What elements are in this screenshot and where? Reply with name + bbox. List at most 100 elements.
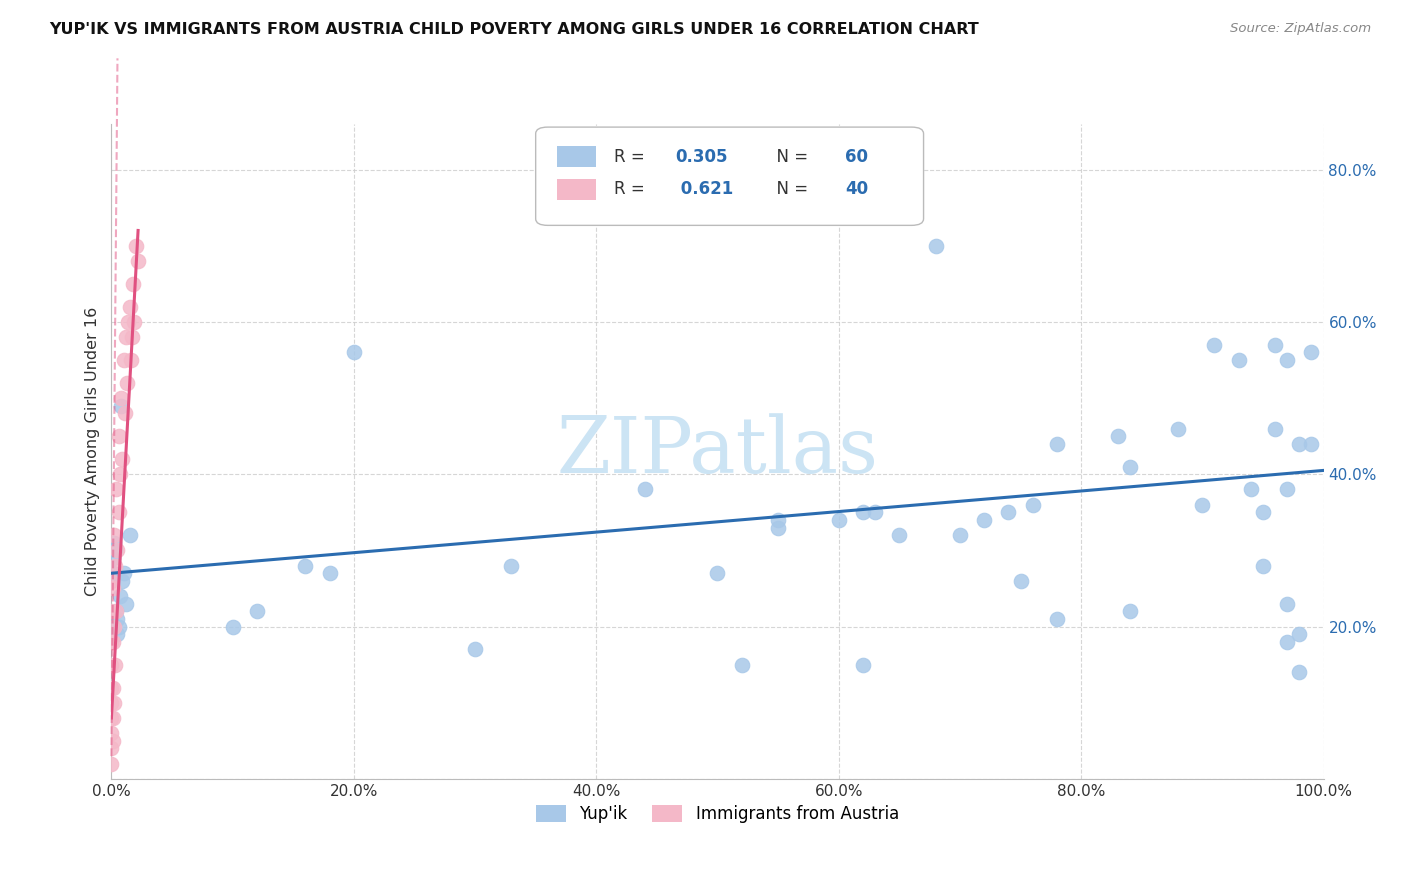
Point xyxy=(852,505,875,519)
Point xyxy=(107,619,129,633)
Point xyxy=(1264,421,1286,435)
Point xyxy=(1264,337,1286,351)
Point xyxy=(501,558,523,573)
Point xyxy=(104,657,127,672)
Point xyxy=(103,528,125,542)
Point xyxy=(1046,436,1069,450)
Point xyxy=(766,520,789,534)
Point xyxy=(100,696,122,710)
Point xyxy=(1204,337,1226,351)
Point xyxy=(1301,436,1323,450)
Text: N =: N = xyxy=(766,180,813,198)
Point xyxy=(101,711,124,725)
Point xyxy=(464,642,486,657)
Point xyxy=(101,635,124,649)
Point xyxy=(114,406,136,420)
Point xyxy=(111,574,134,588)
Point xyxy=(112,566,135,581)
Point xyxy=(107,543,129,558)
Point xyxy=(107,429,129,443)
Text: R =: R = xyxy=(614,147,651,166)
Point xyxy=(107,505,129,519)
Point xyxy=(100,726,122,740)
Point xyxy=(1021,498,1043,512)
Point xyxy=(100,574,122,588)
Text: Source: ZipAtlas.com: Source: ZipAtlas.com xyxy=(1230,22,1371,36)
Point xyxy=(105,604,128,618)
Point xyxy=(104,558,127,573)
FancyBboxPatch shape xyxy=(558,146,596,167)
Point xyxy=(100,681,122,695)
Text: YUP'IK VS IMMIGRANTS FROM AUSTRIA CHILD POVERTY AMONG GIRLS UNDER 16 CORRELATION: YUP'IK VS IMMIGRANTS FROM AUSTRIA CHILD … xyxy=(49,22,979,37)
Point xyxy=(1010,574,1032,588)
Point xyxy=(766,513,789,527)
Point xyxy=(1288,436,1310,450)
Point xyxy=(111,452,134,467)
Point xyxy=(104,543,127,558)
Point xyxy=(1251,558,1274,573)
Point xyxy=(103,619,125,633)
Point xyxy=(108,467,131,482)
Point xyxy=(1107,429,1129,443)
Point xyxy=(105,604,128,618)
Point xyxy=(101,681,124,695)
Point xyxy=(124,315,146,329)
Point xyxy=(127,254,149,268)
Text: R =: R = xyxy=(614,180,651,198)
Point xyxy=(634,483,657,497)
Point xyxy=(100,711,122,725)
Point xyxy=(828,513,851,527)
FancyBboxPatch shape xyxy=(558,179,596,200)
Point xyxy=(1277,353,1299,368)
Text: 60: 60 xyxy=(845,147,868,166)
Point xyxy=(221,619,243,633)
Point xyxy=(118,300,141,314)
Text: N =: N = xyxy=(766,147,813,166)
Point xyxy=(121,330,143,344)
Point xyxy=(1118,604,1140,618)
Point xyxy=(115,597,138,611)
Point xyxy=(124,238,146,252)
Point xyxy=(1227,353,1250,368)
Point xyxy=(997,505,1019,519)
Point xyxy=(246,604,269,618)
Point xyxy=(1191,498,1213,512)
Point xyxy=(110,399,132,413)
Point xyxy=(1277,635,1299,649)
Point xyxy=(318,566,340,581)
Point xyxy=(115,330,138,344)
Point xyxy=(1046,612,1069,626)
Point xyxy=(1240,483,1263,497)
Point xyxy=(101,566,124,581)
Point xyxy=(100,741,122,756)
Point xyxy=(100,604,122,618)
Point xyxy=(101,582,124,596)
Point xyxy=(731,657,754,672)
Point xyxy=(1277,597,1299,611)
Legend: Yup'ik, Immigrants from Austria: Yup'ik, Immigrants from Austria xyxy=(529,798,905,830)
Point xyxy=(120,353,142,368)
Point xyxy=(100,756,122,771)
Point xyxy=(1167,421,1189,435)
Point xyxy=(103,696,125,710)
Text: 0.621: 0.621 xyxy=(675,180,734,198)
Point xyxy=(117,315,139,329)
Point xyxy=(100,657,122,672)
Point xyxy=(706,566,728,581)
Text: 0.305: 0.305 xyxy=(675,147,727,166)
Point xyxy=(103,535,125,549)
Text: 40: 40 xyxy=(845,180,868,198)
Point xyxy=(863,505,886,519)
Point xyxy=(101,734,124,748)
Point xyxy=(1277,483,1299,497)
Point xyxy=(949,528,972,542)
Point xyxy=(108,589,131,603)
Point xyxy=(924,238,946,252)
Point xyxy=(973,513,995,527)
Point xyxy=(122,277,145,291)
Point xyxy=(110,391,132,405)
Point xyxy=(118,528,141,542)
Point xyxy=(343,345,366,359)
Point xyxy=(852,657,875,672)
Point xyxy=(1118,459,1140,474)
